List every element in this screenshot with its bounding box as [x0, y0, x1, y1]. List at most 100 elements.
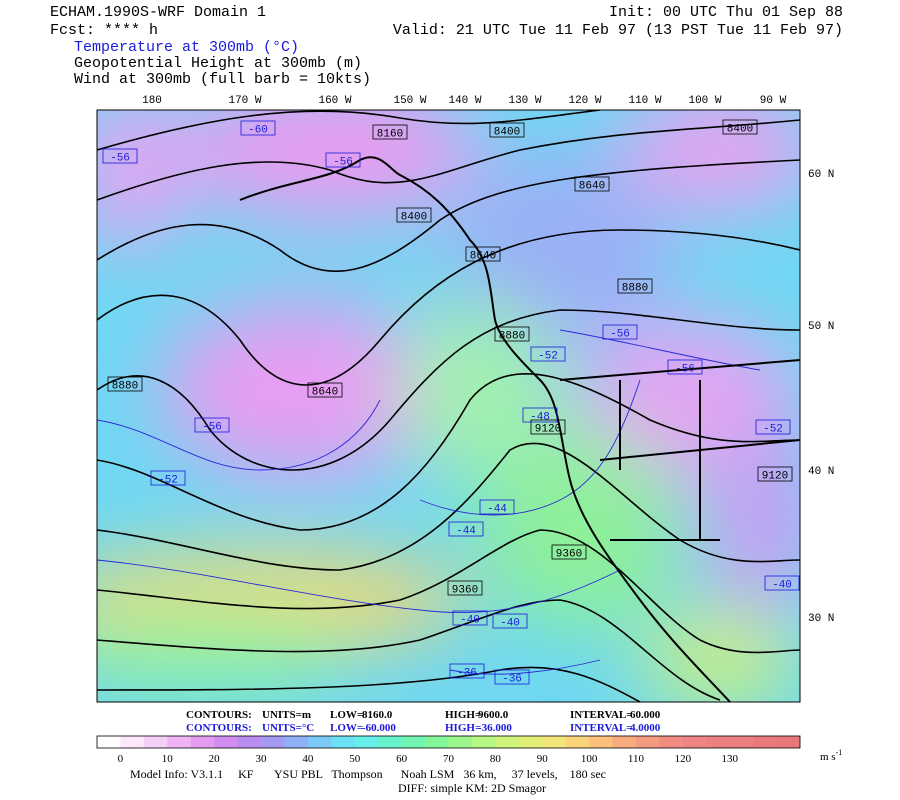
temperature-label-box: [492, 613, 528, 629]
height-label: 8400: [727, 124, 753, 136]
unit: m s: [820, 751, 836, 763]
colorbar-swatch: [214, 736, 238, 748]
colorbar-label: 60: [396, 753, 408, 765]
height-label-box: [447, 580, 483, 596]
height-label: 8880: [622, 283, 648, 295]
longitude-label: 120 W: [568, 95, 601, 107]
temperature-label-box: [530, 346, 566, 362]
contour-info-item: UNITS=°C: [262, 722, 314, 734]
colorbar-swatch: [518, 736, 543, 748]
contour-info-item: LOW=: [330, 709, 363, 721]
temperature-label: -56: [333, 157, 353, 169]
colorbar-label: 120: [675, 753, 692, 765]
temperature-label-box: [102, 148, 138, 164]
temperature-label-box: [240, 120, 276, 136]
map-field: [97, 110, 800, 702]
contour-info-item: LOW=: [330, 722, 363, 734]
map-labels: 180 170 W 160 W 150 W 140 W 130 W 120 W 110 W 10…: [102, 95, 834, 686]
colorbar-swatch: [659, 736, 684, 748]
colorbar-swatch: [167, 736, 192, 748]
height-label-box: [107, 376, 143, 392]
height-label-box: [494, 326, 530, 342]
colorbar-swatch: [190, 736, 215, 748]
height-label-box: [722, 119, 758, 135]
temperature-label: -44: [487, 504, 507, 516]
field-title: Wind at 300mb (full barb = 10kts): [74, 71, 371, 88]
temperature-label-box: [448, 521, 484, 537]
longitude-label: 170 W: [228, 95, 261, 107]
latitude-label: 40 N: [808, 466, 834, 478]
contour-info-item: 9600.0: [478, 709, 509, 721]
height-label: 8880: [112, 381, 138, 393]
colorbar-swatch: [237, 736, 262, 748]
colorbar-frame: [96, 735, 801, 749]
colorbar-swatch: [753, 736, 777, 748]
colorbar-swatch: [401, 736, 426, 748]
temperature-label: -40: [460, 615, 480, 627]
longitude-label: 150 W: [393, 95, 426, 107]
contour-info-item: 4.0000: [630, 722, 661, 734]
height-label-box: [307, 382, 343, 398]
colorbar-label: 90: [537, 753, 549, 765]
contour-info-item: -60.000: [362, 722, 396, 734]
height-label: 8400: [401, 212, 427, 224]
colorbar-swatch: [120, 736, 145, 748]
height-label-box: [574, 176, 610, 192]
colorbar-swatch: [729, 736, 754, 748]
colorbar-label: 30: [256, 753, 268, 765]
height-label-box: [489, 122, 525, 138]
model-info: Model Info: V3.1.1 KF YSU PBL Thompson N…: [130, 767, 606, 781]
temperature-label: -40: [772, 580, 792, 592]
height-label: 9120: [535, 424, 561, 436]
latitude-label: 30 N: [808, 613, 834, 625]
forecast: Fcst: **** h: [50, 22, 158, 39]
colorbar-label: 50: [349, 753, 361, 765]
height-label: 8400: [494, 127, 520, 139]
colorbar-swatch: [776, 736, 801, 748]
colorbar-swatch: [425, 736, 449, 748]
contour-info-item: HIGH=: [445, 709, 481, 721]
valid: Valid: 21 UTC Tue 11 Feb 97 (13 PST Tue …: [393, 22, 843, 39]
height-label: 8640: [312, 387, 338, 399]
unit-exponent: -1: [836, 748, 843, 757]
colorbar-unit: m s-1: [820, 748, 842, 763]
longitude-label: 130 W: [508, 95, 541, 107]
longitude-label: 100 W: [688, 95, 721, 107]
field-title: Temperature at 300mb (°C): [74, 39, 299, 56]
temperature-label: -52: [763, 424, 783, 436]
colorbar-label: 70: [443, 753, 455, 765]
colorbar-swatch: [97, 736, 121, 748]
height-label: 8640: [579, 181, 605, 193]
height-label: 8640: [470, 251, 496, 263]
map-frame: [96, 109, 801, 703]
height-label: 9360: [556, 549, 582, 561]
temperature-label: -52: [158, 475, 178, 487]
colorbar-label: 100: [581, 753, 598, 765]
temperature-label: -36: [502, 674, 522, 686]
contour-info-item: INTERVAL=: [570, 709, 633, 721]
colorbar-swatch: [542, 736, 566, 748]
colorbar-swatch: [307, 736, 332, 748]
colorbar-label: 80: [490, 753, 502, 765]
colorbar-label: 10: [162, 753, 174, 765]
height-contour-info: CONTOURS: UNITS=m LOW=8160.0 HIGH=9600.0 INT…: [186, 709, 661, 721]
temperature-label-box: [522, 407, 558, 423]
height-label-box: [757, 466, 793, 482]
colorbar-label: 40: [302, 753, 314, 765]
temperature-label: -44: [456, 526, 476, 538]
temperature-label: -36: [457, 668, 477, 680]
height-label: 9360: [452, 585, 478, 597]
height-label: 8160: [377, 129, 403, 141]
colorbar-swatch: [612, 736, 637, 748]
colorbar-label: 110: [628, 753, 645, 765]
temperature-label-box: [452, 610, 488, 626]
temperature-label-box: [194, 417, 230, 433]
contour-info-item: 8160.0: [362, 709, 393, 721]
colorbar-swatch: [378, 736, 402, 748]
height-label-box: [530, 419, 566, 435]
colorbar-swatch: [354, 736, 379, 748]
colorbar-swatch: [565, 736, 590, 748]
colorbar-swatch: [261, 736, 285, 748]
shading: [97, 110, 800, 702]
temperature-label: -56: [675, 364, 695, 376]
